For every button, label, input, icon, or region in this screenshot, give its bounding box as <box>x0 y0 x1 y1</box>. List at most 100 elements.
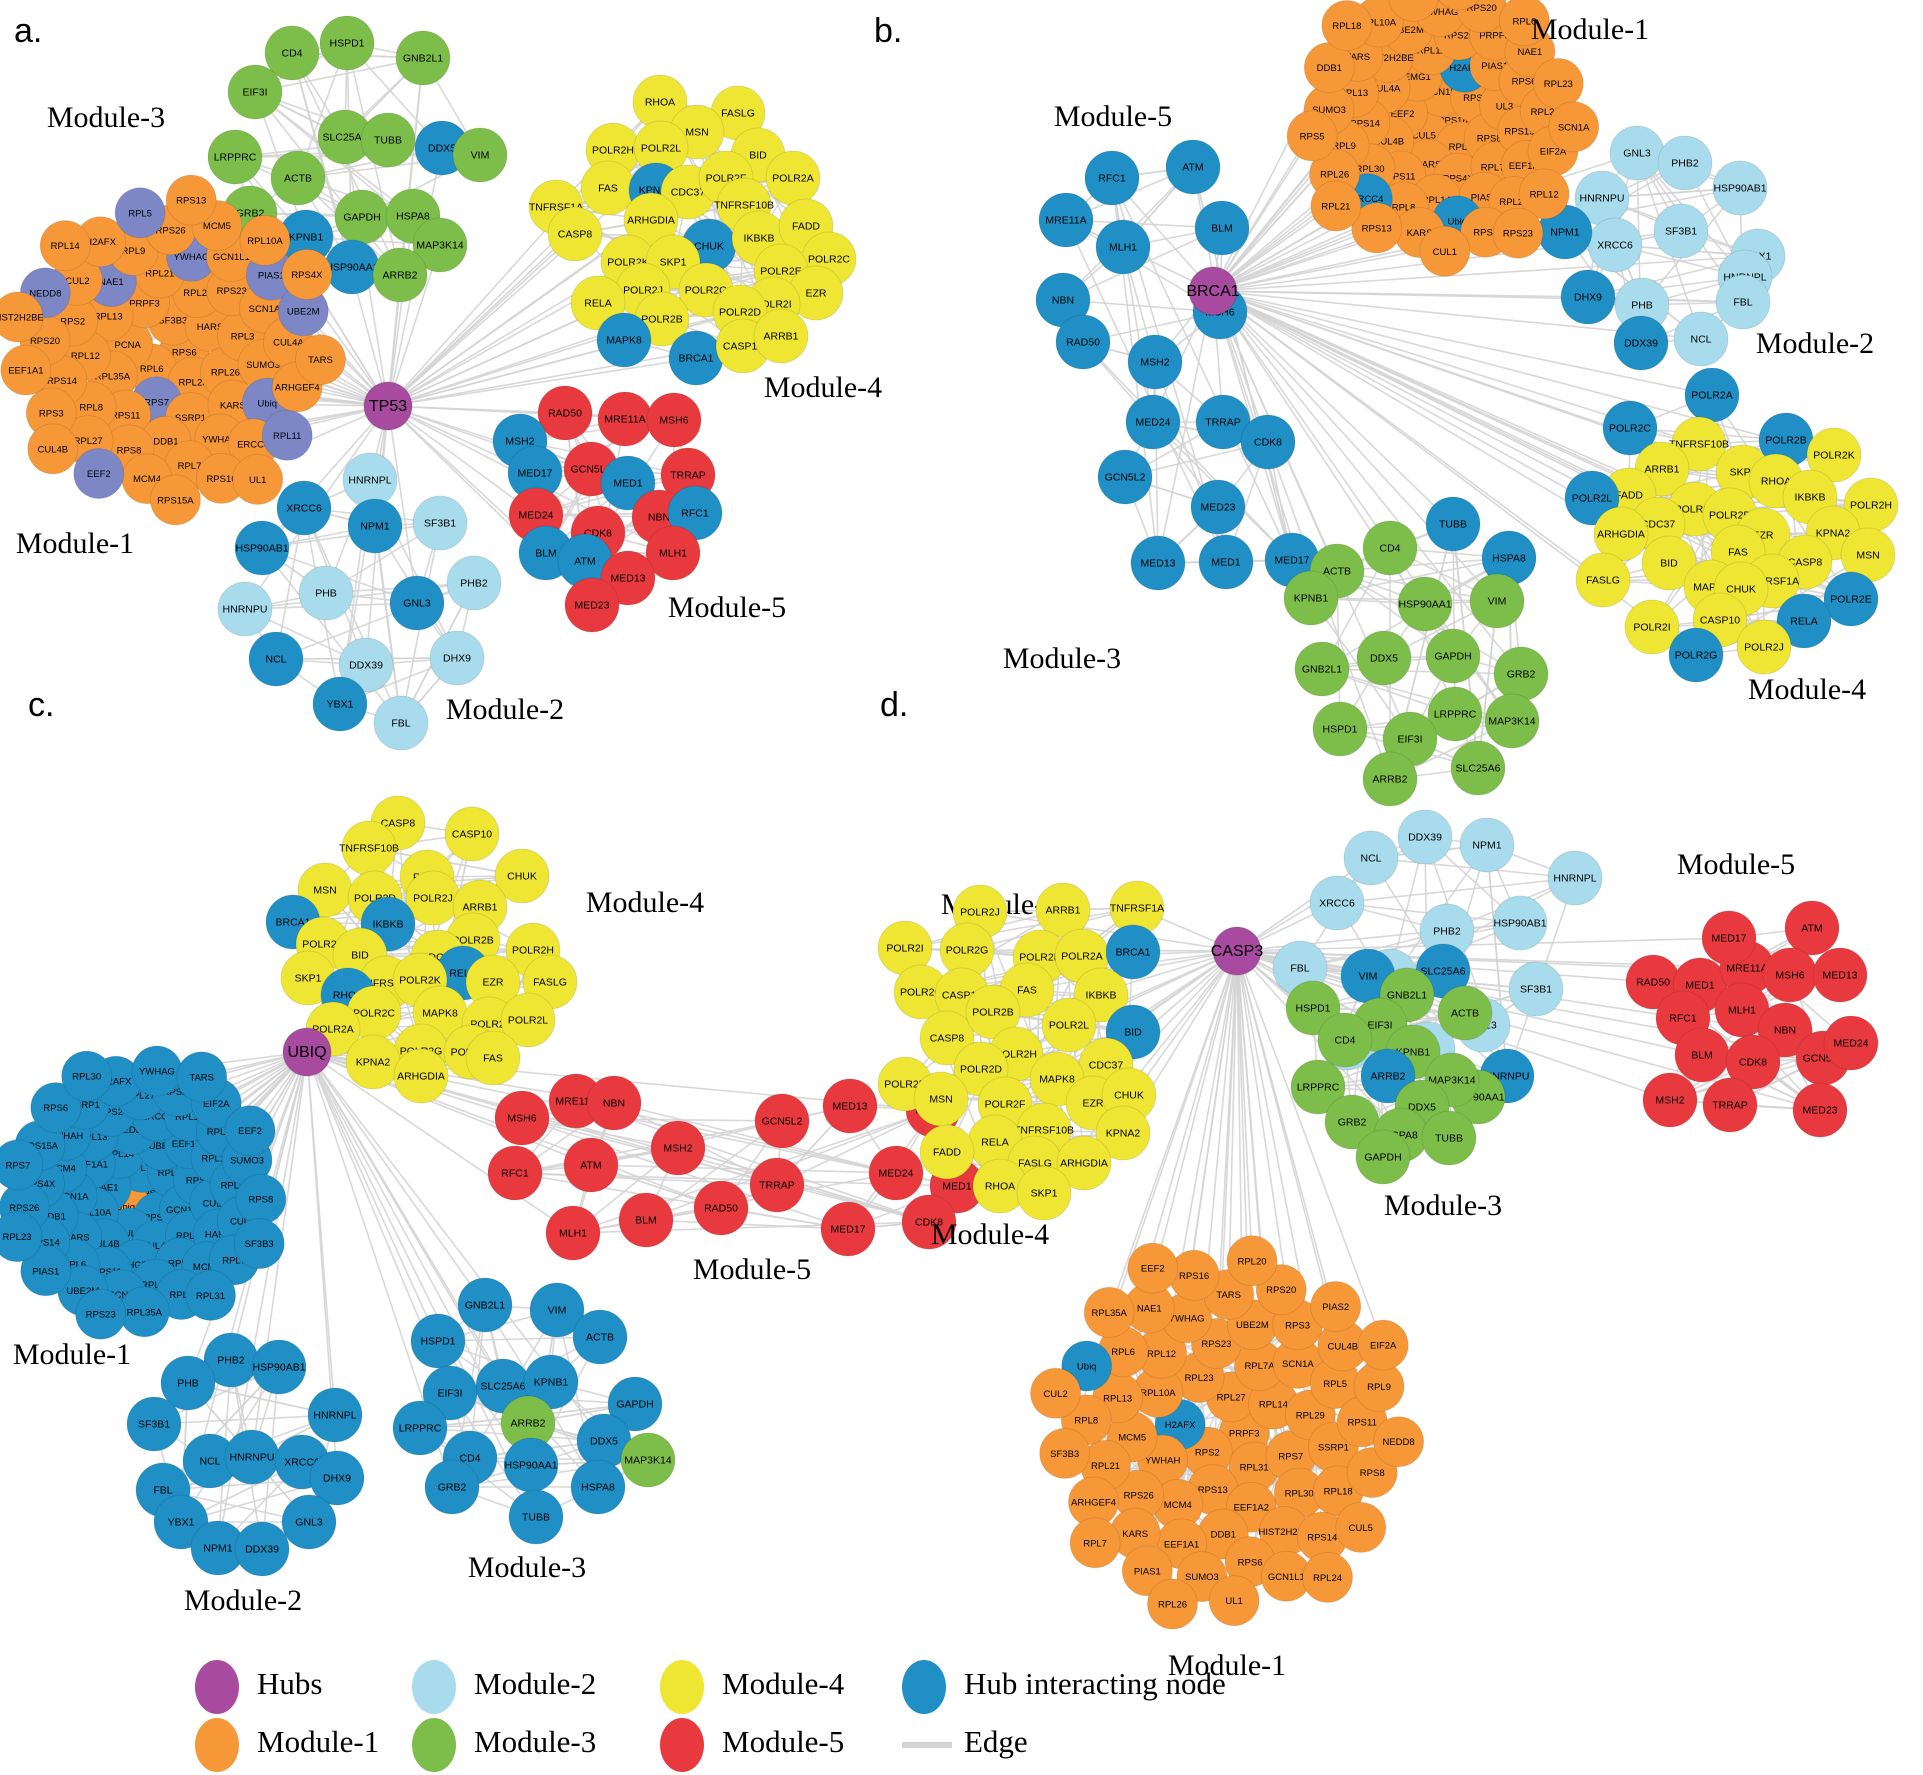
node-circle[interactable] <box>645 525 701 581</box>
node-gapdh[interactable]: GAPDH <box>334 189 390 245</box>
node-circle[interactable] <box>607 1376 663 1432</box>
node-tnfrsf10b[interactable]: TNFRSF10B <box>714 177 774 233</box>
node-eif3i[interactable]: EIF3I <box>1382 711 1438 767</box>
node-circle[interactable] <box>1056 1135 1112 1191</box>
node-hspd1[interactable]: HSPD1 <box>1312 701 1368 757</box>
node-circle[interactable] <box>0 291 44 343</box>
node-circle[interactable] <box>1095 1105 1151 1161</box>
node-phb2[interactable]: PHB2 <box>446 555 502 611</box>
node-dhx9[interactable]: DHX9 <box>309 1450 365 1506</box>
hub-circle[interactable] <box>282 1027 332 1077</box>
node-circle[interactable] <box>494 1090 550 1146</box>
node-sf3b1[interactable]: SF3B1 <box>1653 203 1709 259</box>
node-circle[interactable] <box>429 630 485 686</box>
node-rps23[interactable]: RPS23 <box>1492 207 1544 259</box>
node-polr2l[interactable]: POLR2L <box>500 992 556 1048</box>
node-circle[interactable] <box>1492 207 1544 259</box>
node-circle[interactable] <box>319 15 375 71</box>
node-rpl35a[interactable]: RPL35A <box>1388 0 1439 22</box>
node-tubb[interactable]: TUBB <box>360 112 416 168</box>
node-msh6[interactable]: MSH6 <box>1762 947 1818 1003</box>
node-circle[interactable] <box>176 1051 228 1103</box>
node-circle[interactable] <box>239 214 291 266</box>
node-circle[interactable] <box>494 848 550 904</box>
node-phb2[interactable]: PHB2 <box>203 1332 259 1388</box>
node-med17[interactable]: MED17 <box>1701 910 1757 966</box>
node-cul1[interactable]: CUL1 <box>1419 225 1471 277</box>
node-gnl3[interactable]: GNL3 <box>281 1494 337 1550</box>
node-circle[interactable] <box>1518 168 1570 220</box>
node-circle[interactable] <box>1286 110 1338 162</box>
node-circle[interactable] <box>1127 1242 1179 1294</box>
node-circle[interactable] <box>1356 630 1412 686</box>
node-eef2[interactable]: EEF2 <box>1127 1242 1179 1294</box>
node-ncl[interactable]: NCL <box>248 631 304 687</box>
node-msh2[interactable]: MSH2 <box>650 1120 706 1176</box>
node-ddx39[interactable]: DDX39 <box>338 637 394 693</box>
node-cdk8[interactable]: CDK8 <box>1240 414 1296 470</box>
node-tnfrsf10b[interactable]: TNFRSF10B <box>339 820 399 876</box>
node-circle[interactable] <box>234 520 290 576</box>
hub-casp3[interactable]: CASP3 <box>1211 926 1264 976</box>
node-map3k14[interactable]: MAP3K14 <box>620 1432 676 1488</box>
node-circle[interactable] <box>389 575 445 631</box>
node-arrb2[interactable]: ARRB2 <box>372 247 428 303</box>
node-circle[interactable] <box>563 1137 619 1193</box>
node-rps6[interactable]: RPS6 <box>30 1082 82 1134</box>
node-arhgdia[interactable]: ARHGDIA <box>1593 506 1649 562</box>
node-circle[interactable] <box>1397 809 1453 865</box>
node-circle[interactable] <box>1357 1319 1409 1371</box>
node-atm[interactable]: ATM <box>563 1137 619 1193</box>
node-circle[interactable] <box>1602 400 1658 456</box>
node-actb[interactable]: ACTB <box>572 1309 628 1365</box>
node-sf3b3[interactable]: SF3B3 <box>1039 1427 1091 1479</box>
node-rfc1[interactable]: RFC1 <box>1084 150 1140 206</box>
node-circle[interactable] <box>820 1201 876 1257</box>
node-circle[interactable] <box>360 112 416 168</box>
node-circle[interactable] <box>1083 1286 1135 1338</box>
node-circle[interactable] <box>1127 334 1183 390</box>
node-circle[interactable] <box>1190 479 1246 535</box>
node-fas[interactable]: FAS <box>465 1030 521 1086</box>
node-circle[interactable] <box>1560 269 1616 325</box>
node-circle[interactable] <box>347 498 403 554</box>
node-arhgdia[interactable]: ARHGDIA <box>1056 1135 1112 1191</box>
node-rps15a[interactable]: RPS15A <box>149 474 201 526</box>
node-med24[interactable]: MED24 <box>1125 394 1181 450</box>
node-circle[interactable] <box>1030 1367 1082 1419</box>
node-circle[interactable] <box>1641 535 1697 591</box>
node-dhx9[interactable]: DHX9 <box>1560 269 1616 325</box>
node-vim[interactable]: VIM <box>529 1282 585 1338</box>
node-circle[interactable] <box>20 1245 72 1297</box>
node-polr2i[interactable]: POLR2I <box>1624 599 1680 655</box>
node-rpl26[interactable]: RPL26 <box>1147 1578 1198 1630</box>
node-circle[interactable] <box>307 1387 363 1443</box>
node-msh6[interactable]: MSH6 <box>646 392 702 448</box>
node-hspd1[interactable]: HSPD1 <box>410 1313 466 1369</box>
node-bid[interactable]: BID <box>1641 535 1697 591</box>
node-cd4[interactable]: CD4 <box>1317 1012 1373 1068</box>
node-circle[interactable] <box>1484 693 1540 749</box>
node-rpl14[interactable]: RPL14 <box>39 220 91 272</box>
node-rad50[interactable]: RAD50 <box>693 1180 749 1236</box>
node-circle[interactable] <box>1613 315 1669 371</box>
node-circle[interactable] <box>0 344 52 396</box>
node-circle[interactable] <box>312 676 368 732</box>
node-nedd8[interactable]: NEDD8 <box>1373 1416 1425 1468</box>
node-gapdh[interactable]: GAPDH <box>1425 628 1481 684</box>
node-hsp90ab1[interactable]: HSP90AB1 <box>234 520 290 576</box>
node-circle[interactable] <box>1084 150 1140 206</box>
node-nbn[interactable]: NBN <box>586 1075 642 1131</box>
node-lrpprc[interactable]: LRPPRC <box>392 1400 448 1456</box>
node-circle[interactable] <box>1459 817 1515 873</box>
node-circle[interactable] <box>1038 192 1094 248</box>
node-hnrnpu[interactable]: HNRNPU <box>217 581 273 637</box>
node-circle[interactable] <box>248 631 304 687</box>
node-gnl3[interactable]: GNL3 <box>389 575 445 631</box>
node-rps23[interactable]: RPS23 <box>75 1288 127 1340</box>
node-grb2[interactable]: GRB2 <box>1324 1094 1380 1150</box>
node-blm[interactable]: BLM <box>618 1192 674 1248</box>
node-msn[interactable]: MSN <box>913 1071 969 1127</box>
node-circle[interactable] <box>1823 571 1879 627</box>
node-circle[interactable] <box>73 448 125 499</box>
